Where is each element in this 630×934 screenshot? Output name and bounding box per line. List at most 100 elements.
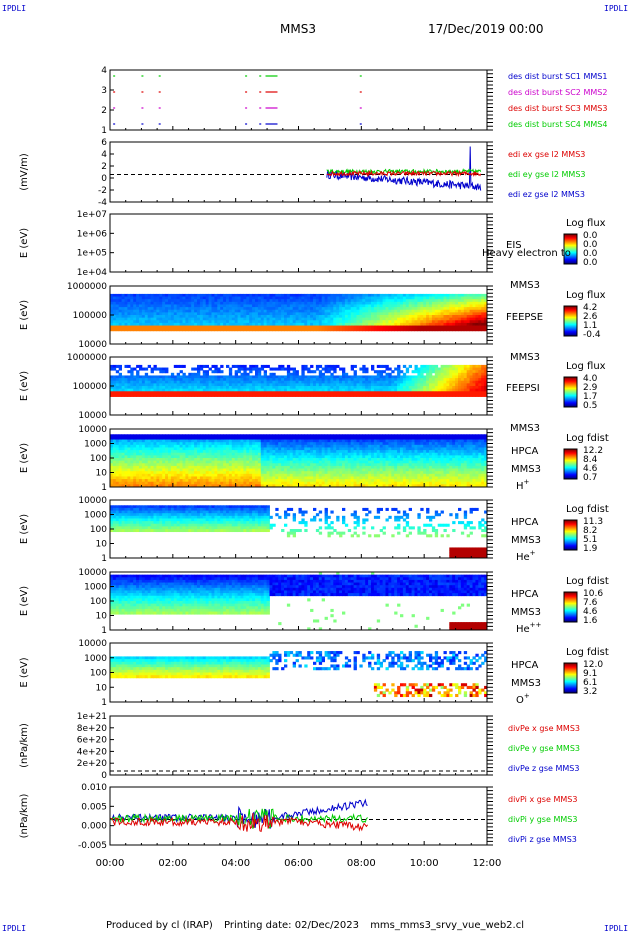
spectrogram-cell: [139, 460, 143, 464]
spectrogram-cell: [252, 328, 256, 332]
spectrogram-cell: [286, 372, 291, 376]
spectrogram-cell: [112, 367, 117, 371]
spectrogram-cell: [130, 378, 134, 382]
spectrogram-cell: [333, 367, 337, 371]
spectrogram-cell: [478, 325, 482, 329]
spacecraft-label: MMS3: [510, 423, 540, 434]
spectrogram-cell: [217, 315, 221, 319]
spectrogram-cell: [292, 386, 296, 390]
spectrogram-cell: [246, 481, 250, 485]
spectrogram-cell: [307, 309, 311, 313]
spectrogram-cell: [275, 299, 279, 303]
spectrogram-cell: [188, 328, 192, 332]
spectrogram-cell: [182, 436, 186, 440]
spectrogram-cell: [368, 325, 372, 329]
spectrogram-cell: [397, 391, 401, 395]
spectrogram-cell: [226, 380, 230, 384]
spectrogram-cell: [420, 309, 424, 313]
spectrogram-cell: [217, 393, 221, 397]
spectrogram-cell: [170, 293, 175, 297]
spectrogram-cell: [414, 315, 418, 319]
spectrogram-cell: [202, 328, 207, 332]
spectrogram-cell: [365, 391, 369, 395]
spectrogram-cell: [168, 460, 172, 464]
spectrogram-cell: [315, 364, 320, 368]
spectrogram-cell: [304, 476, 308, 480]
spectrogram-cell: [234, 322, 238, 326]
spectrogram-cell: [315, 328, 320, 332]
spectrogram-cell: [194, 455, 198, 459]
spectrogram-cell: [191, 436, 195, 440]
spectrogram-cell: [243, 301, 247, 305]
spectrogram-cell: [376, 315, 381, 319]
spectrogram-cell: [324, 386, 328, 390]
spectrogram-cell: [324, 393, 328, 397]
y-tick-label: 4: [101, 150, 107, 160]
spectrogram-cell: [202, 465, 207, 469]
spectrogram-cell: [124, 473, 128, 477]
spectrogram-cell: [202, 442, 207, 446]
spectrogram-cell: [220, 364, 224, 368]
spectrogram-cell: [179, 450, 183, 454]
spectrogram-cell: [237, 439, 241, 443]
spectrogram-cell: [313, 393, 317, 397]
spectrogram-cell: [118, 386, 122, 390]
spectrogram-cell: [333, 304, 337, 308]
spectrogram-cell: [388, 312, 392, 316]
spectrogram-cell: [397, 386, 401, 390]
spectrogram-cell: [269, 307, 273, 311]
spectrogram-cell: [255, 455, 259, 459]
spectrogram-cell: [458, 367, 462, 371]
spectrogram-cell: [153, 442, 157, 446]
colorbar-segment: [564, 251, 577, 253]
spectrogram-cell: [159, 370, 163, 374]
spectrogram-cell: [237, 304, 241, 308]
spectrogram-cell: [214, 463, 218, 467]
spectrogram-cell: [260, 455, 265, 459]
spectrogram-cell: [463, 378, 468, 382]
spectrogram-cell: [304, 442, 308, 446]
spectrogram-cell: [176, 312, 180, 316]
spectrogram-cell: [414, 317, 418, 321]
spectrogram-cell: [162, 325, 166, 329]
spectrogram-cell: [211, 325, 215, 329]
spectrogram-cell: [112, 304, 117, 308]
spectrogram-cell: [223, 436, 227, 440]
colorbar: [563, 305, 578, 337]
colorbar-tick-label: -0.4: [583, 330, 601, 340]
spectrogram-cell: [292, 436, 296, 440]
spectrogram-cell: [205, 328, 209, 332]
spectrogram-cell: [246, 468, 250, 472]
spectrogram-cell: [130, 315, 134, 319]
spectrogram-cell: [269, 386, 273, 390]
spectrogram-cell: [153, 391, 157, 395]
spectrogram-cell: [440, 296, 444, 300]
spectrogram-cell: [327, 325, 331, 329]
spectrogram-cell: [385, 328, 389, 332]
spectrogram-cell: [156, 447, 160, 451]
spectrogram-cell: [257, 460, 262, 464]
spectrogram-cell: [176, 301, 180, 305]
spectrogram-cell: [260, 439, 265, 443]
spectrogram-cell: [414, 364, 418, 368]
spectrogram-cell: [182, 304, 186, 308]
spectrogram-cell: [223, 447, 227, 451]
spectrogram-cell: [115, 468, 120, 472]
spectrogram-cell: [301, 481, 305, 485]
spectrogram-cell: [197, 484, 201, 488]
spectrogram-cell: [356, 322, 360, 326]
spectrogram-cell: [255, 372, 259, 376]
spectrogram-cell: [147, 312, 151, 316]
spectrogram-cell: [307, 388, 311, 392]
spectrogram-cell: [405, 370, 410, 374]
spectrogram-cell: [246, 367, 250, 371]
spectrogram-cell: [121, 317, 125, 321]
spectrogram-cell: [295, 450, 299, 454]
spectrogram-cell: [298, 320, 302, 324]
spectrogram-cell: [330, 320, 334, 324]
spectrogram-cell: [269, 481, 273, 485]
spectrogram-cell: [475, 370, 479, 374]
spectrogram-cell: [141, 473, 146, 477]
spectrogram-cell: [411, 301, 415, 305]
spectrogram-cell: [260, 299, 265, 303]
